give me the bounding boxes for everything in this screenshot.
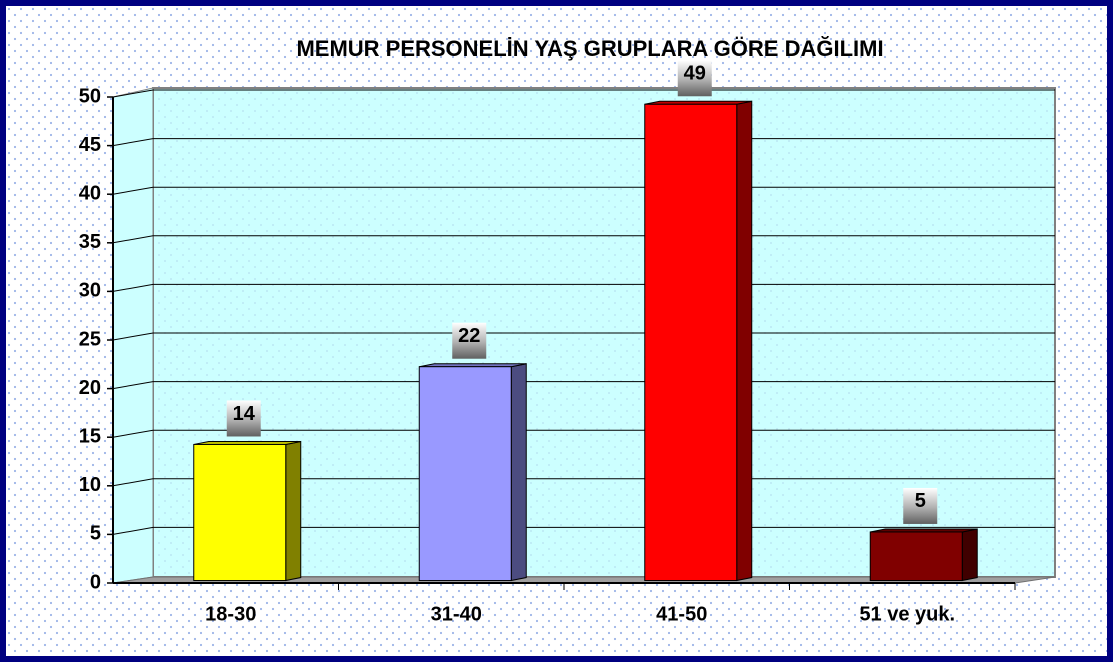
grid-line bbox=[112, 381, 1055, 390]
y-tick-label: 50 bbox=[79, 85, 101, 107]
value-label: 22 bbox=[458, 325, 480, 347]
y-tick-label: 0 bbox=[90, 571, 101, 593]
x-tick-label: 31-40 bbox=[431, 603, 482, 625]
y-tick-label: 30 bbox=[79, 280, 101, 302]
bar-side bbox=[961, 528, 978, 582]
grid-line bbox=[112, 429, 1055, 438]
value-label-box bbox=[452, 322, 487, 359]
side-wall bbox=[112, 87, 154, 584]
y-tick-label: 5 bbox=[90, 523, 101, 545]
bar-side bbox=[510, 363, 527, 582]
bar bbox=[193, 443, 287, 582]
y-tick-label: 15 bbox=[79, 425, 101, 447]
bar bbox=[418, 366, 512, 582]
bar bbox=[869, 531, 963, 582]
grid-line bbox=[112, 186, 1055, 195]
y-tick-label: 25 bbox=[79, 328, 101, 350]
value-label-box bbox=[226, 400, 261, 437]
chart-title: MEMUR PERSONELİN YAŞ GRUPLARA GÖRE DAĞIL… bbox=[296, 36, 883, 61]
value-label-box bbox=[677, 60, 712, 97]
grid-line bbox=[112, 332, 1055, 341]
grid-line bbox=[112, 89, 1055, 98]
bar bbox=[644, 103, 738, 582]
x-tick-label: 51 ve yuk. bbox=[859, 603, 955, 625]
value-label: 5 bbox=[915, 490, 926, 512]
grid-line bbox=[112, 526, 1055, 535]
value-label: 14 bbox=[233, 403, 256, 425]
y-tick-label: 10 bbox=[79, 474, 101, 496]
grid-line bbox=[112, 478, 1055, 487]
grid-line bbox=[112, 235, 1055, 244]
y-tick-label: 20 bbox=[79, 377, 101, 399]
bar-side bbox=[285, 440, 302, 582]
bar-side bbox=[736, 100, 753, 582]
grid-line bbox=[112, 283, 1055, 292]
grid-line bbox=[112, 138, 1055, 147]
y-tick-label: 35 bbox=[79, 231, 101, 253]
y-tick-label: 40 bbox=[79, 182, 101, 204]
x-tick-label: 18-30 bbox=[205, 603, 256, 625]
y-tick-label: 45 bbox=[79, 134, 101, 156]
value-label-box bbox=[903, 487, 938, 524]
x-tick-label: 41-50 bbox=[656, 603, 707, 625]
value-label: 49 bbox=[684, 63, 706, 85]
